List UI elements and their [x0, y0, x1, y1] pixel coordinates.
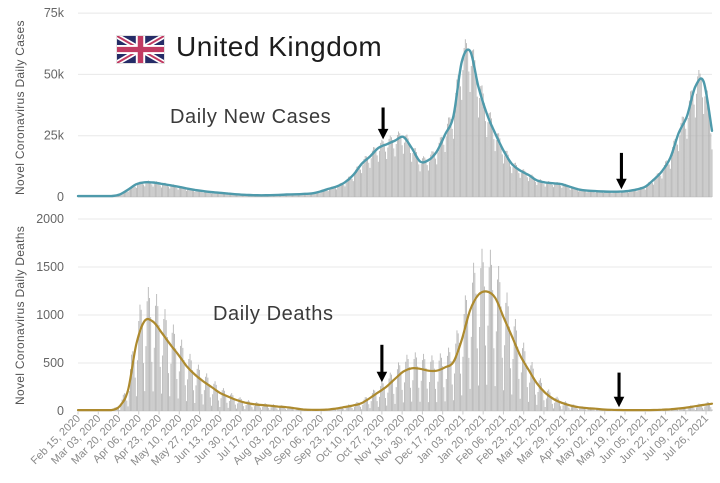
daily-deaths-y-tick-label: 0 — [57, 404, 64, 418]
deaths-y-axis-title: Novel Coronavirus Daily Deaths — [13, 225, 27, 406]
daily-new-cases-y-tick-label: 50k — [44, 67, 65, 81]
daily-new-cases-chart: 0 25k 50k 75k — [44, 6, 714, 204]
daily-deaths-down-arrow-head — [376, 371, 388, 383]
daily-deaths-y-tick-label: 500 — [43, 356, 64, 370]
daily-new-cases-y-tick-label: 75k — [44, 6, 65, 20]
daily-deaths-bars — [104, 248, 713, 411]
cases-chart-caption: Daily New Cases — [170, 106, 332, 128]
daily-deaths-average-line — [76, 290, 714, 412]
daily-new-cases-y-tick-label: 0 — [57, 190, 64, 204]
uk-flag-red-cross — [117, 36, 164, 63]
daily-deaths-y-tick-label: 1000 — [36, 308, 64, 322]
daily-new-cases-y-tick-label: 25k — [44, 129, 65, 143]
deaths-chart-caption: Daily Deaths — [213, 303, 334, 325]
cases-y-axis-title: Novel Coronavirus Daily Cases — [13, 20, 27, 195]
daily-deaths-y-tick-label: 2000 — [36, 212, 64, 226]
daily-deaths-y-tick-label: 1500 — [36, 260, 64, 274]
country-title: United Kingdom — [176, 31, 383, 62]
daily-new-cases-average-line — [76, 48, 714, 198]
daily-new-cases-down-arrow-head — [377, 128, 389, 140]
daily-deaths-down-arrow-head — [613, 396, 625, 408]
uk-flag-icon — [116, 35, 165, 64]
daily-deaths-chart: 0 500 1000 1500 2000 — [36, 212, 714, 418]
daily-new-cases-down-arrow-head — [616, 178, 627, 190]
